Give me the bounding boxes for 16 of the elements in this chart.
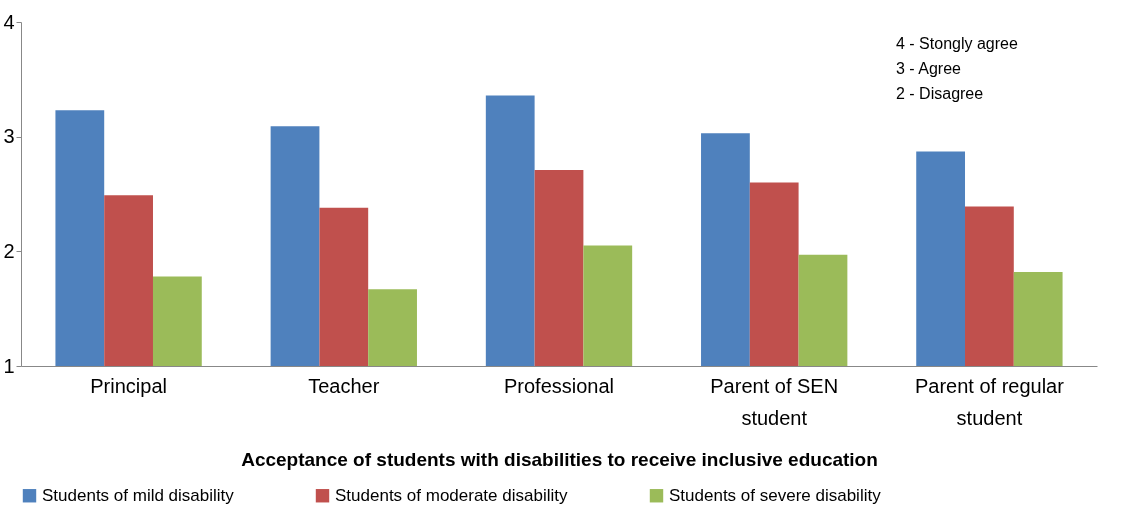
- legend-label: Students of moderate disability: [335, 485, 568, 505]
- annotation: 4 - Stongly agree: [896, 35, 1018, 52]
- x-tick-label: Parent of SEN student: [710, 374, 839, 429]
- x-axis-title: Acceptance of students with disabilities to receive inclusive education: [241, 448, 878, 470]
- y-tick-label: 4: [3, 10, 15, 33]
- annotation: 2 - Disagree: [896, 85, 984, 102]
- annotation: 3 - Agree: [896, 60, 962, 77]
- x-tick-label: Parent of regular student: [914, 374, 1065, 429]
- legend-label: Students of mild disability: [42, 485, 235, 505]
- y-tick-label: 2: [3, 239, 15, 262]
- x-tick-label: Professional: [503, 374, 615, 397]
- legend-label: Students of severe disability: [669, 485, 882, 505]
- x-tick-label: Principal: [90, 374, 167, 397]
- x-tick-label: Teacher: [308, 374, 380, 397]
- y-tick-label: 1: [3, 354, 15, 377]
- y-tick-label: 3: [3, 125, 15, 148]
